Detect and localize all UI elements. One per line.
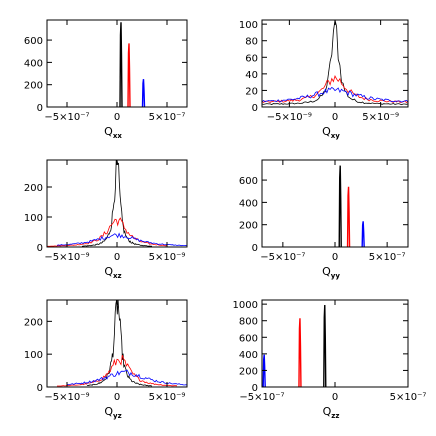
x-tick-label: 0 xyxy=(114,112,120,123)
x-axis-label: Qxz xyxy=(104,265,121,280)
series-spike-yy-1-0 xyxy=(346,186,351,248)
y-tick-label: 200 xyxy=(239,221,258,232)
series-spike-zz-1-0 xyxy=(298,318,302,388)
series-spike-yy-0-0 xyxy=(338,165,342,248)
x-axis-label-subscript: zz xyxy=(331,412,339,420)
x-axis-label-subscript: xy xyxy=(331,132,341,140)
x-tick-label: 0 xyxy=(114,252,120,263)
y-tick-label: 0 xyxy=(37,383,43,394)
x-tick-label: −5×10⁻⁹ xyxy=(267,112,312,123)
x-tick-label: −5×10⁻⁷ xyxy=(260,252,305,263)
series-spike-xx-0-0 xyxy=(119,22,123,108)
series-line-yz-1 xyxy=(57,354,178,387)
plot-frame xyxy=(261,19,409,108)
y-tick-label: 200 xyxy=(24,317,43,328)
x-axis-label-subscript: yz xyxy=(113,412,122,420)
y-tick-label: 0 xyxy=(252,103,258,114)
series-spike-xx-1-0 xyxy=(127,43,131,108)
series-line-xz-2 xyxy=(56,232,188,247)
y-tick-label: 40 xyxy=(245,70,258,81)
series-line-yz-2 xyxy=(67,369,187,386)
y-tick-label: 600 xyxy=(239,333,258,344)
plot-frame xyxy=(46,19,188,108)
x-tick-label: 5×10⁻⁹ xyxy=(149,252,186,263)
y-tick-label: 0 xyxy=(37,103,43,114)
y-tick-label: 60 xyxy=(245,53,258,64)
x-tick-label: 5×10⁻⁷ xyxy=(149,112,186,123)
y-tick-label: 0 xyxy=(252,243,258,254)
series-line-xy-1 xyxy=(261,74,409,104)
x-axis-label: Qyy xyxy=(322,265,340,280)
y-tick-label: 400 xyxy=(239,198,258,209)
x-tick-label: −5×10⁻⁷ xyxy=(239,392,284,403)
x-tick-label: 0 xyxy=(332,112,338,123)
series-spike-zz-0-0 xyxy=(323,304,327,388)
series-line-yz-0 xyxy=(86,299,153,387)
x-axis-label: Qyz xyxy=(104,405,121,420)
y-tick-label: 200 xyxy=(24,183,43,194)
x-tick-label: 0 xyxy=(332,252,338,263)
x-axis-label-subscript: xx xyxy=(113,132,123,140)
series-spike-zz-2-0 xyxy=(262,354,266,388)
y-tick-label: 200 xyxy=(24,81,43,92)
x-tick-label: 5×10⁻⁹ xyxy=(149,392,186,403)
x-tick-label: 5×10⁻⁹ xyxy=(362,112,399,123)
y-tick-label: 100 xyxy=(239,20,258,31)
plot-frame xyxy=(261,159,409,248)
series-spike-xx-2-0 xyxy=(141,79,146,108)
y-tick-label: 400 xyxy=(24,58,43,69)
x-tick-label: 5×10⁻⁷ xyxy=(390,392,427,403)
x-tick-label: −5×10⁻⁹ xyxy=(44,252,89,263)
series-line-xy-0 xyxy=(261,19,409,106)
y-tick-label: 200 xyxy=(239,366,258,377)
panel-xy: −5×10⁻⁹ 0 5×10⁻⁹ 0 20 40 60 80 100 Qxy xyxy=(239,19,409,140)
series-line-xz-0 xyxy=(81,159,153,247)
series-line-xy-2 xyxy=(261,86,409,103)
x-tick-label: 0 xyxy=(114,392,120,403)
series-spike-yy-2-0 xyxy=(361,221,365,248)
y-tick-label: 600 xyxy=(24,36,43,47)
y-tick-label: 400 xyxy=(239,350,258,361)
y-tick-label: 100 xyxy=(24,350,43,361)
x-axis-label-subscript: yy xyxy=(331,272,341,280)
y-tick-label: 100 xyxy=(24,213,43,224)
plot-frame xyxy=(46,159,188,248)
x-tick-label: 5×10⁻⁷ xyxy=(369,252,406,263)
y-tick-label: 800 xyxy=(239,317,258,328)
y-tick-label: 0 xyxy=(252,383,258,394)
y-tick-label: 80 xyxy=(245,37,258,48)
x-axis-label: Qxx xyxy=(104,125,122,140)
y-tick-label: 600 xyxy=(239,176,258,187)
x-axis-label: Qzz xyxy=(323,405,340,420)
plot-frame xyxy=(261,299,409,388)
y-tick-label: 0 xyxy=(37,243,43,254)
x-tick-label: 0 xyxy=(332,392,338,403)
x-tick-label: −5×10⁻⁹ xyxy=(44,392,89,403)
x-tick-label: −5×10⁻⁷ xyxy=(44,112,89,123)
x-axis-label: Qxy xyxy=(322,125,340,140)
y-tick-label: 20 xyxy=(245,86,258,97)
y-tick-label: 1000 xyxy=(233,300,258,311)
x-axis-label-subscript: xz xyxy=(113,272,122,280)
